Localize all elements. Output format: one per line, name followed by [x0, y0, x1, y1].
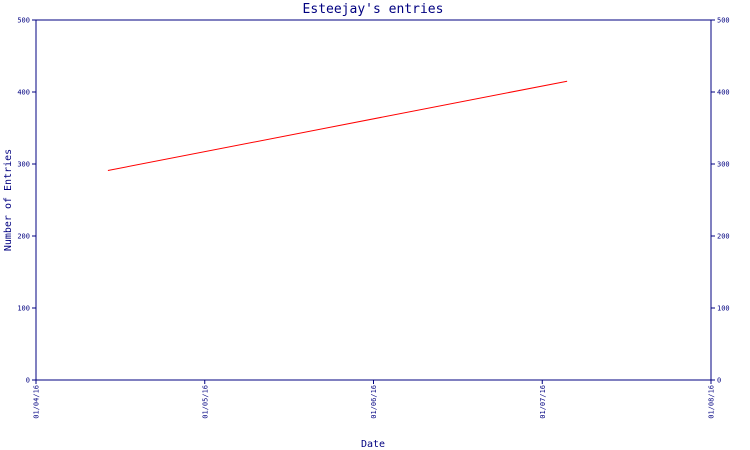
y-axis-left: 0 100 200 300 400 500	[17, 17, 36, 385]
y-tick-label-right: 300	[717, 161, 730, 169]
plot-area-frame	[35, 19, 712, 381]
y-tick-label-left: 0	[26, 377, 30, 385]
series-group	[107, 80, 568, 171]
y-tick-label-left: 100	[17, 305, 30, 313]
y-tick-label-right: 500	[717, 17, 730, 25]
y-tick-label-right: 400	[717, 89, 730, 97]
y-axis-right: 0 100 200 300 400 500	[711, 17, 730, 385]
x-axis: 01/04/16 01/05/16 01/06/16 01/07/16 01/08/16	[33, 380, 716, 419]
y-tick-label-right: 200	[717, 233, 730, 241]
x-tick-label: 01/04/16	[33, 385, 41, 419]
x-tick-label: 01/06/16	[370, 385, 378, 419]
x-tick-label: 01/07/16	[539, 385, 547, 419]
series-line	[107, 80, 568, 171]
y-axis-label: Number of Entries	[3, 149, 14, 251]
y-tick-label-right: 100	[717, 305, 730, 313]
y-tick-label-left: 200	[17, 233, 30, 241]
x-tick-label: 01/08/16	[708, 385, 716, 419]
y-tick-label-right: 0	[717, 377, 721, 385]
y-tick-label-left: 300	[17, 161, 30, 169]
x-tick-label: 01/05/16	[201, 385, 209, 419]
y-tick-label-left: 500	[17, 17, 30, 25]
chart-title: Esteejay's entries	[303, 2, 444, 17]
y-tick-label-left: 400	[17, 89, 30, 97]
x-axis-label: Date	[361, 439, 385, 450]
